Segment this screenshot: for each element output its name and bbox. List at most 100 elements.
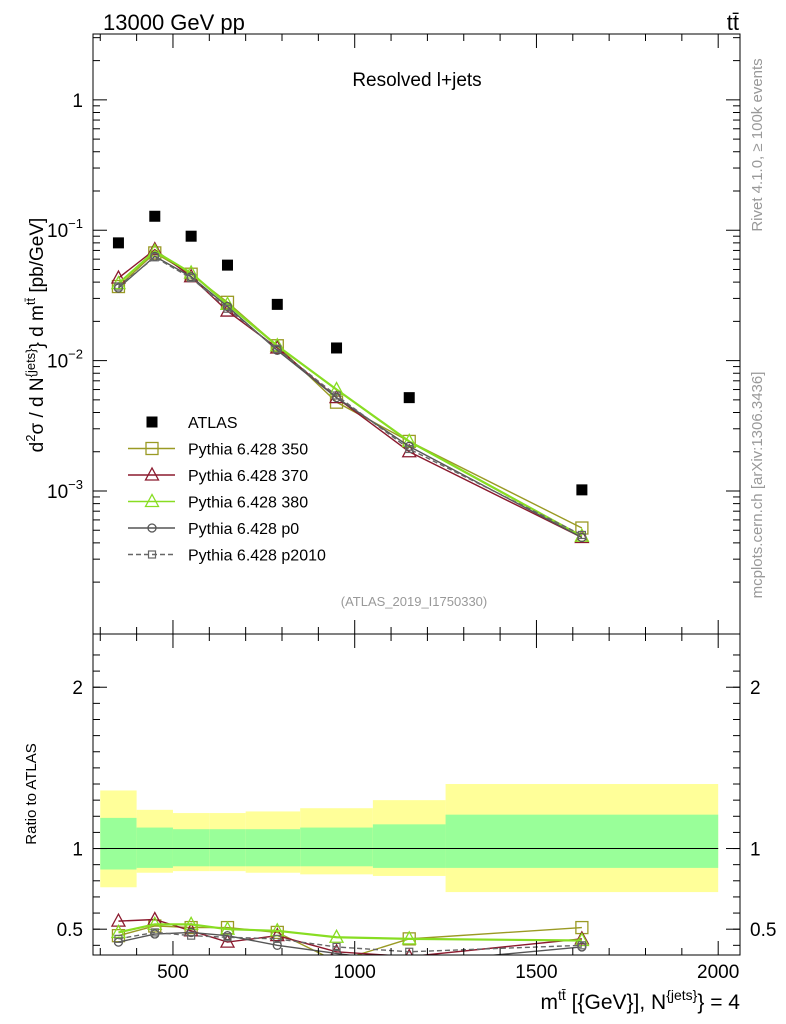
legend-marker-p350: [145, 441, 159, 456]
main-plot-content: [110, 210, 590, 544]
data-point-atlas: [271, 298, 283, 310]
uncertainty-band-inner: [445, 814, 719, 868]
analysis-annotation: (ATLAS_2019_I1750330): [341, 594, 487, 609]
y-tick-label: 10−2: [47, 347, 83, 373]
ratio-point-p0: [405, 959, 413, 967]
y-tick-label: 10−1: [47, 216, 83, 242]
series-p380: [110, 242, 590, 542]
ratio-y-tick-label-right: 0.5: [750, 920, 776, 941]
legend-marker-p380: [144, 493, 160, 508]
header-process-label: tt̄: [727, 10, 739, 35]
data-point-atlas: [112, 237, 124, 249]
main-y-axis-label: d2σ / d N{jets}} d mtt̄ [pb/GeV]: [23, 218, 48, 453]
ratio-axes: 500 1000 1500 2000 0.5 0.5 1 1 2 2: [57, 634, 776, 983]
ratio-series-p350: [111, 919, 589, 955]
ratio-y-tick-label-right: 2: [750, 678, 761, 699]
data-point-p2010: [223, 304, 232, 313]
ratio-line-p370: [118, 918, 582, 955]
y-tick-exponent: −3: [68, 477, 83, 492]
data-point-p2010: [150, 253, 159, 262]
series-atlas: [112, 210, 588, 496]
ratio-point-p2010: [405, 947, 414, 955]
data-point-atlas: [403, 392, 415, 404]
ratio-point-p380: [328, 928, 345, 943]
ratio-y-axis-label: Ratio to ATLAS: [23, 743, 40, 844]
legend: ATLAS Pythia 6.428 350 Pythia 6.428 370 Pyt…: [128, 415, 326, 565]
data-point-p2010: [405, 444, 414, 454]
series-p0: [113, 251, 587, 543]
series-line-p0: [117, 255, 583, 539]
main-y-axis: 110−110−210−3: [47, 34, 740, 634]
ratio-panel: 500 1000 1500 2000 0.5 0.5 1 1 2 2 Ratio to ATLAS…: [23, 633, 776, 1014]
data-point-p380: [328, 381, 345, 396]
legend-marker-p370: [144, 466, 160, 481]
x-tick-label: 500: [157, 962, 189, 983]
data-point-p2010: [577, 530, 586, 540]
legend-marker-p0: [147, 523, 157, 533]
ratio-point-p370: [269, 927, 285, 942]
y-tick-base: 1: [72, 91, 83, 112]
legend-label-p370: Pythia 6.428 370: [188, 468, 308, 485]
series-p370: [110, 241, 590, 544]
uncertainty-band-inner: [372, 824, 446, 868]
x-axis-label: mtt̄ [{GeV}], N{jets}} = 4: [541, 987, 741, 1014]
uncertainty-band-inner: [245, 829, 301, 867]
x-tick-label: 1500: [515, 962, 557, 983]
ratio-y-tick-label-left: 1: [72, 840, 83, 861]
data-point-atlas: [221, 259, 233, 271]
ratio-line-p0: [118, 931, 582, 955]
data-point-atlas: [331, 342, 343, 354]
ratio-point-p2010: [187, 931, 196, 940]
series-p350: [111, 246, 589, 535]
ratio-point-p2010: [150, 928, 159, 937]
ratio-point-p380: [183, 915, 199, 931]
mcplots-label: mcplots.cern.ch [arXiv:1306.3436]: [749, 372, 766, 599]
y-tick-label: 1: [72, 91, 83, 112]
ratio-frame: [92, 633, 741, 956]
data-point-p370: [147, 241, 163, 256]
uncertainty-band-inner: [100, 817, 137, 870]
ratio-point-p0: [272, 940, 282, 950]
ratio-plot-content: [100, 784, 719, 967]
ratio-point-p370: [574, 930, 590, 945]
ratio-point-p2010: [577, 941, 586, 950]
header-energy-label: 13000 GeV pp: [103, 10, 245, 35]
y-tick-base: 10: [47, 352, 68, 373]
x-tick-label: 2000: [697, 962, 739, 983]
ratio-line-p380: [118, 923, 582, 942]
series-line-p350: [117, 252, 583, 529]
ratio-y-tick-label-left: 0.5: [57, 920, 83, 941]
ratio-point-p2010: [223, 933, 232, 942]
legend-label-p350: Pythia 6.428 350: [188, 442, 308, 459]
y-tick-base: 10: [47, 482, 68, 503]
data-point-p2010: [332, 391, 341, 400]
data-point-p2010: [114, 282, 123, 291]
ratio-y-tick-label-right: 1: [750, 840, 761, 861]
data-point-atlas: [576, 484, 588, 496]
ratio-point-p2010: [114, 934, 123, 943]
uncertainty-band-inner: [300, 827, 373, 867]
x-tick-label: 1000: [334, 962, 376, 983]
ratio-point-p380: [110, 924, 127, 939]
data-point-p2010: [273, 344, 282, 353]
ratio-series-p2010: [114, 928, 586, 955]
main-frame: [92, 33, 741, 635]
main-panel: 110−110−210−3 Resolved l+jets (ATLAS_201…: [23, 33, 741, 635]
uncertainty-band-inner: [136, 827, 173, 868]
uncertainty-band-inner: [172, 829, 210, 867]
plot-title: Resolved l+jets: [352, 70, 481, 91]
legend-marker-p2010: [147, 550, 157, 559]
ratio-series-p380: [110, 915, 590, 947]
legend-marker-atlas: [146, 416, 158, 428]
y-tick-base: 10: [47, 221, 68, 242]
data-point-atlas: [149, 210, 161, 222]
ratio-point-p2010: [332, 942, 341, 952]
y-tick-exponent: −2: [68, 347, 83, 362]
ratio-point-p380: [401, 930, 417, 945]
series-p2010: [114, 253, 586, 540]
y-tick-label: 10−3: [47, 477, 83, 503]
uncertainty-band-inner: [209, 829, 246, 867]
data-point-p2010: [187, 273, 196, 283]
legend-label-p380: Pythia 6.428 380: [188, 495, 308, 512]
ratio-y-tick-label-left: 2: [72, 678, 83, 699]
